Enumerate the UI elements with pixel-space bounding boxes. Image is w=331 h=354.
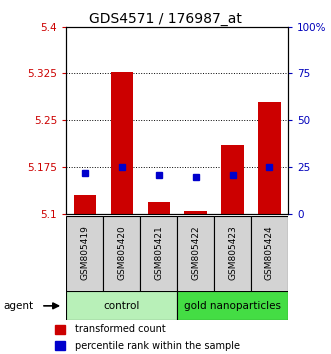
Bar	[251, 216, 288, 292]
Bar	[184, 211, 207, 214]
Bar	[103, 216, 140, 292]
Text: GDS4571 / 176987_at: GDS4571 / 176987_at	[89, 12, 242, 27]
Bar	[55, 325, 66, 334]
Bar	[148, 202, 170, 214]
Bar	[66, 216, 103, 292]
Text: GSM805422: GSM805422	[191, 225, 200, 280]
Bar	[259, 102, 281, 214]
Bar	[55, 341, 66, 350]
Text: percentile rank within the sample: percentile rank within the sample	[75, 341, 240, 350]
Bar	[214, 216, 251, 292]
Text: GSM805420: GSM805420	[117, 225, 126, 280]
Text: control: control	[104, 301, 140, 311]
Text: GSM805423: GSM805423	[228, 225, 237, 280]
Text: GSM805421: GSM805421	[154, 225, 163, 280]
Bar	[177, 216, 214, 292]
Bar	[66, 291, 177, 320]
Bar	[177, 291, 288, 320]
Text: agent: agent	[3, 301, 33, 311]
Text: GSM805419: GSM805419	[80, 225, 89, 280]
Text: gold nanoparticles: gold nanoparticles	[184, 301, 281, 311]
Bar	[111, 72, 133, 214]
Bar	[73, 195, 96, 214]
Text: transformed count: transformed count	[75, 324, 166, 334]
Text: GSM805424: GSM805424	[265, 225, 274, 280]
Bar	[221, 145, 244, 214]
Bar	[140, 216, 177, 292]
